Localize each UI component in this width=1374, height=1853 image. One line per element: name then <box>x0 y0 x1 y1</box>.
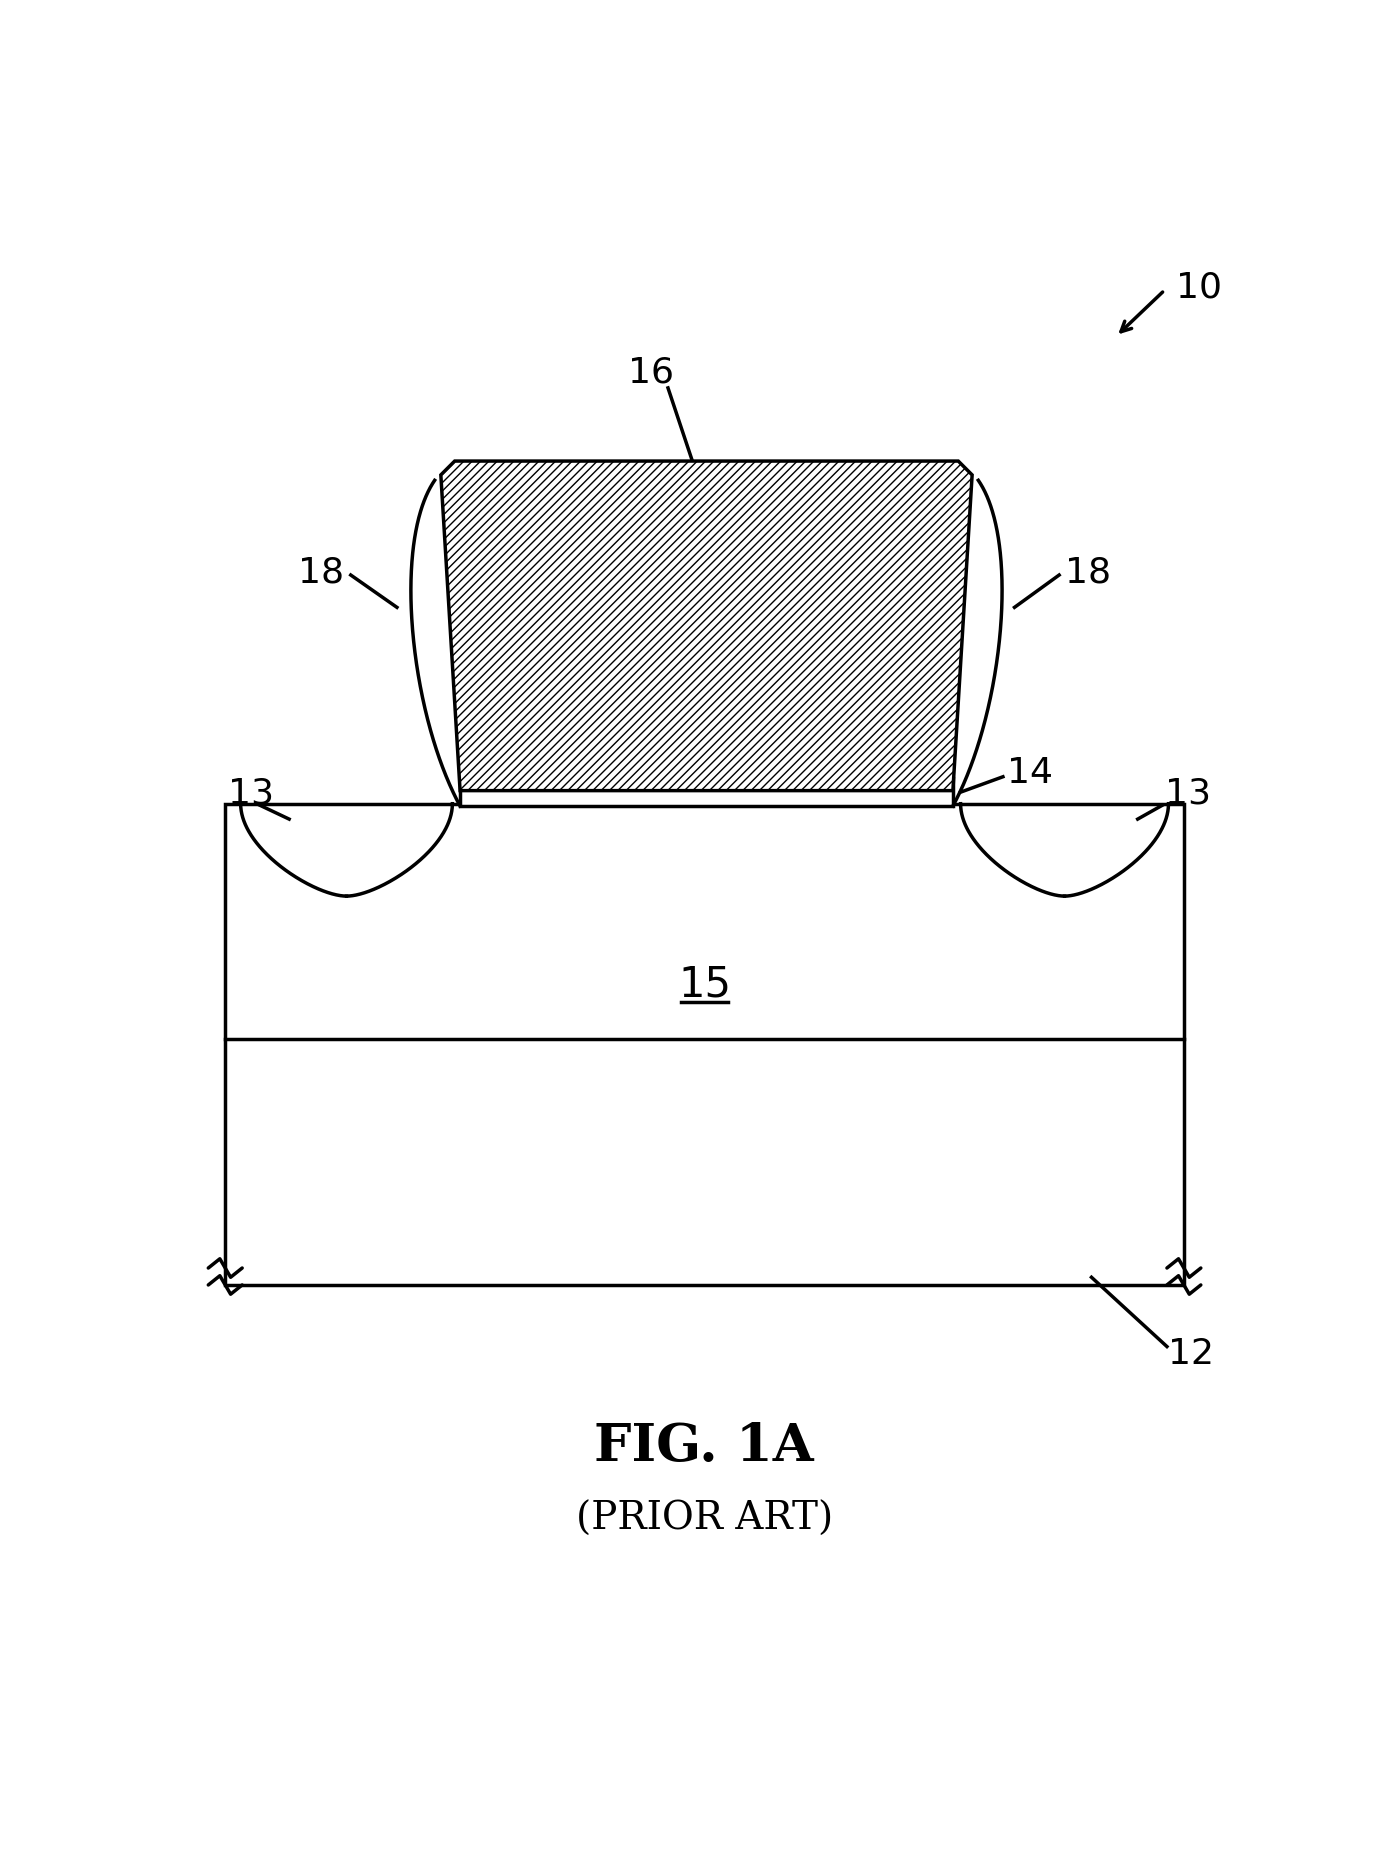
Text: 12: 12 <box>1168 1338 1215 1371</box>
Text: 15: 15 <box>677 964 731 1006</box>
Text: 13: 13 <box>228 776 273 812</box>
Text: 10: 10 <box>1176 271 1223 304</box>
Text: FIG. 1A: FIG. 1A <box>595 1421 813 1471</box>
Text: 18: 18 <box>298 556 345 589</box>
Text: 16: 16 <box>628 356 675 389</box>
Text: (PRIOR ART): (PRIOR ART) <box>576 1501 833 1538</box>
Bar <box>225 804 1184 1284</box>
Text: 18: 18 <box>1065 556 1110 589</box>
Bar <box>460 778 954 806</box>
Text: 13: 13 <box>1165 776 1210 812</box>
Text: 14: 14 <box>1007 756 1052 789</box>
Polygon shape <box>441 461 973 791</box>
